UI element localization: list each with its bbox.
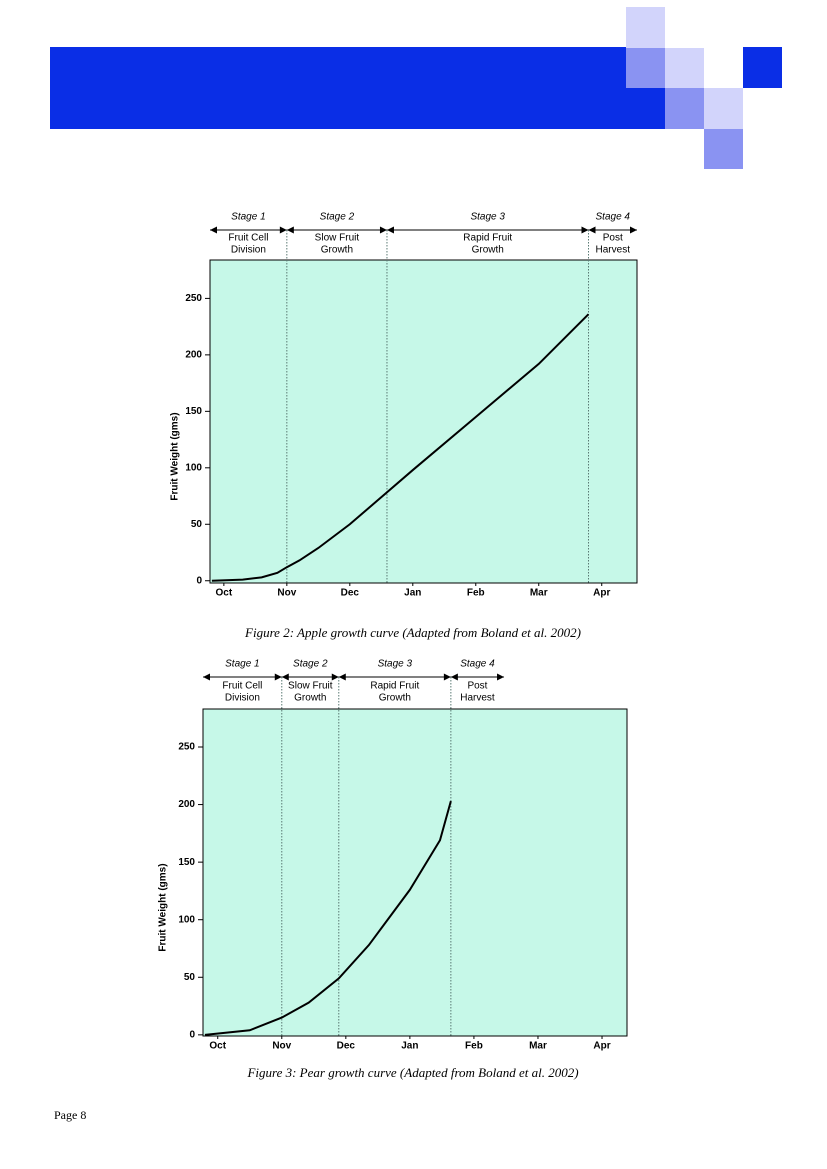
x-tick-label: Jan [404,588,421,599]
arrow-head [450,673,458,681]
header-square [704,129,743,169]
stage-name: Stage 4 [596,212,631,223]
stage-name: Stage 3 [378,659,413,670]
y-axis-title: Fruit Weight (gms) [158,863,169,951]
header-square [626,48,665,88]
stage-description: Rapid Fruit [370,681,419,692]
arrow-head [379,226,387,234]
arrow-head [331,673,339,681]
arrow-head [203,673,210,681]
stage-description: Slow Fruit [315,233,360,244]
stage-description: Growth [472,245,504,256]
arrow-head [279,226,287,234]
y-tick-label: 250 [185,293,202,304]
arrow-head [497,673,505,681]
x-tick-label: Mar [529,1041,547,1052]
x-tick-label: Mar [530,588,548,599]
stage-description: Rapid Fruit [463,233,512,244]
x-tick-label: Apr [593,588,610,599]
x-tick-label: Nov [272,1041,291,1052]
stage-description: Post [467,681,487,692]
header-square [626,7,665,48]
x-tick-label: Oct [216,588,233,599]
stage-name: Stage 4 [460,659,495,670]
arrow-head [386,226,394,234]
growth-curve [211,313,590,582]
figure-caption: Figure 2: Apple growth curve (Adapted fr… [244,625,581,640]
y-tick-label: 100 [178,914,195,925]
y-tick-label: 50 [184,972,196,983]
stage-description: Slow Fruit [288,681,333,692]
x-tick-label: Jan [401,1041,418,1052]
arrow-head [281,673,289,681]
x-tick-label: Apr [593,1041,610,1052]
stage-description: Division [225,693,260,704]
x-tick-label: Dec [337,1041,356,1052]
figure-caption: Figure 3: Pear growth curve (Adapted fro… [246,1065,578,1080]
y-tick-label: 50 [191,519,203,530]
stage-name: Stage 3 [470,212,505,223]
arrow-head [274,673,282,681]
header-band [50,47,665,129]
stage-description: Division [231,245,266,256]
y-tick-label: 0 [196,575,202,586]
x-tick-label: Nov [277,588,296,599]
stage-description: Growth [321,245,353,256]
stage-name: Stage 1 [225,659,259,670]
stage-name: Stage 2 [293,659,328,670]
plot-area [209,259,638,584]
page-number: Page 8 [54,1108,86,1122]
y-tick-label: 100 [185,462,202,473]
x-tick-label: Feb [465,1041,483,1052]
header-square [665,48,704,88]
arrow-head [338,673,346,681]
x-tick-label: Oct [209,1041,226,1052]
stage-name: Stage 1 [231,212,265,223]
header-square [665,88,704,129]
stage-description: Fruit Cell [228,233,268,244]
stage-description: Harvest [596,245,631,256]
header-square [743,47,782,88]
y-tick-label: 250 [178,742,195,753]
arrow-head [630,226,637,234]
arrow-head [286,226,294,234]
y-tick-label: 150 [178,857,195,868]
header-square [704,88,743,129]
arrow-head [588,226,596,234]
plot-area [202,708,628,1037]
y-tick-label: 200 [178,799,195,810]
stage-description: Growth [294,693,326,704]
stage-description: Fruit Cell [222,681,262,692]
arrow-head [581,226,589,234]
stage-description: Growth [379,693,411,704]
x-tick-label: Feb [467,588,485,599]
y-tick-label: 150 [185,406,202,417]
stage-name: Stage 2 [320,212,355,223]
y-tick-label: 0 [189,1029,195,1040]
arrow-head [210,226,217,234]
stage-description: Harvest [460,693,495,704]
x-tick-label: Dec [341,588,360,599]
arrow-head [443,673,451,681]
y-tick-label: 200 [185,350,202,361]
growth-curve [204,800,452,1036]
stage-description: Post [603,233,623,244]
y-axis-title: Fruit Weight (gms) [170,412,181,500]
